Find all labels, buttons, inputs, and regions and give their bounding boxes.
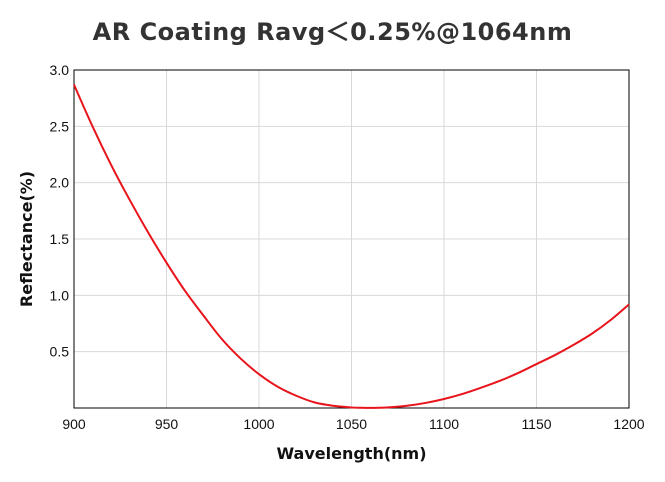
x-tick-label: 1100: [429, 416, 459, 432]
x-tick-label: 950: [155, 416, 179, 432]
reflectance-curve: [73, 84, 630, 409]
y-tick-label: 2.0: [50, 175, 70, 191]
y-tick-label: 0.5: [50, 344, 70, 360]
x-axis-ticks: 900 950 1000 1050 1100 1150 1200: [62, 416, 644, 432]
chart-title: AR Coating Ravg＜0.25%@1064nm: [92, 18, 573, 46]
series-layer: [73, 84, 630, 409]
grid-lines: [74, 70, 629, 408]
y-tick-label: 2.5: [50, 118, 70, 134]
x-tick-label: 1200: [613, 416, 644, 432]
y-tick-label: 1.0: [50, 287, 70, 303]
y-axis-ticks: 0.5 1.0 1.5 2.0 2.5 3.0: [50, 62, 70, 360]
x-tick-label: 1050: [336, 416, 367, 432]
x-axis-label: Wavelength(nm): [276, 444, 426, 463]
y-tick-label: 1.5: [50, 231, 70, 247]
x-tick-label: 1000: [243, 416, 274, 432]
x-tick-label: 1150: [521, 416, 551, 432]
y-axis-label: Reflectance(%): [17, 171, 36, 307]
x-tick-label: 900: [62, 416, 86, 432]
y-tick-label: 3.0: [50, 62, 70, 78]
